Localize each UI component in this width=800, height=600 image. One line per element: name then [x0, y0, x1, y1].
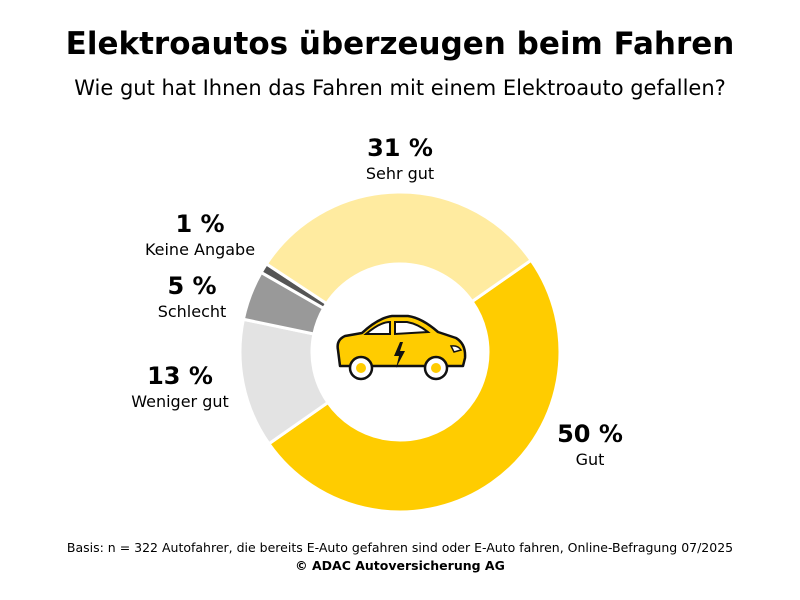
- slice-sehr-gut: [264, 190, 534, 306]
- slice-label: Weniger gut: [131, 392, 229, 411]
- slice-gut: [266, 258, 562, 514]
- slice-value: 5 %: [167, 272, 217, 300]
- slice-value: 1 %: [175, 210, 225, 238]
- label-schlecht: 5 % Schlecht: [112, 272, 272, 321]
- label-gut: 50 % Gut: [510, 420, 670, 469]
- electric-car-icon: [336, 314, 467, 381]
- basis-note: Basis: n = 322 Autofahrer, die bereits E…: [66, 540, 734, 555]
- slice-label: Gut: [575, 450, 605, 469]
- chart-title: Elektroautos überzeugen beim Fahren: [65, 26, 735, 62]
- slice-value: 31 %: [367, 134, 433, 162]
- slice-value: 50 %: [557, 420, 623, 448]
- label-weniger-gut: 13 % Weniger gut: [100, 362, 260, 411]
- label-sehr-gut: 31 % Sehr gut: [320, 134, 480, 183]
- copyright: © ADAC Autoversicherung AG: [295, 558, 505, 573]
- slice-label: Sehr gut: [365, 164, 435, 183]
- slice-label: Keine Angabe: [144, 240, 256, 259]
- label-keine-angabe: 1 % Keine Angabe: [120, 210, 280, 259]
- slice-value: 13 %: [147, 362, 213, 390]
- slice-label: Schlecht: [157, 302, 227, 321]
- chart-subtitle: Wie gut hat Ihnen das Fahren mit einem E…: [74, 76, 726, 100]
